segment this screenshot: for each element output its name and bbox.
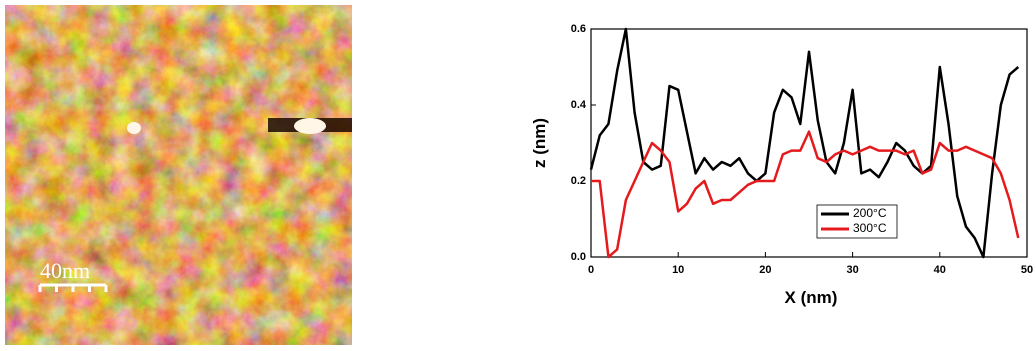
legend-box [816,204,898,239]
x-tick-label: 50 [1021,264,1033,276]
x-axis-label: X (nm) [785,288,838,307]
x-tick-label: 30 [846,264,858,276]
x-tick-label: 40 [934,264,946,276]
y-tick-label: 0.6 [571,23,586,35]
scale-label: 40nm [40,258,90,283]
y-axis-label: z (nm) [530,118,549,168]
y-tick-label: 0.4 [571,99,587,111]
bright-spot [127,122,141,134]
plot-frame [590,28,1028,258]
afm-image: 40nm [5,5,352,345]
y-tick-label: 0.0 [571,251,586,263]
y-tick-label: 0.2 [571,175,586,187]
x-tick-label: 10 [672,264,684,276]
legend-label: 300°C [853,221,887,235]
afm-texture [5,5,352,345]
x-tick-label: 20 [759,264,771,276]
series-line [591,130,1020,259]
legend-label: 200°C [853,206,887,220]
bright-spot [294,118,326,134]
x-tick-label: 0 [588,264,594,276]
chart: X (nm) z (nm) 0.0 0.2 0.4 0.6 0 10 20 30 40 50 200… [530,23,1033,307]
scale-bar [38,283,108,292]
